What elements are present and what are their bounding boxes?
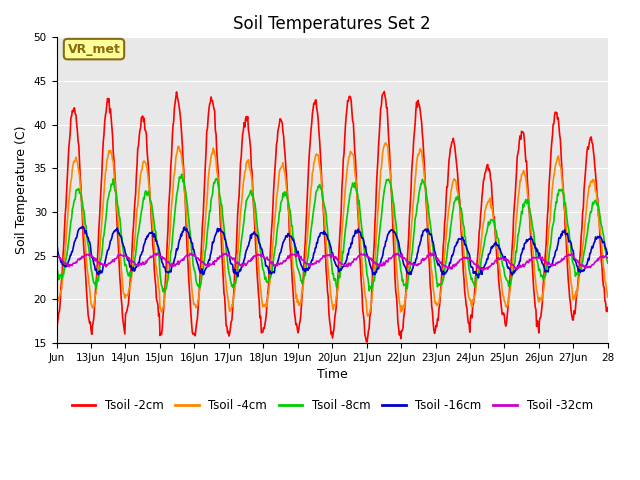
Title: Soil Temperatures Set 2: Soil Temperatures Set 2 (234, 15, 431, 33)
Text: VR_met: VR_met (68, 43, 120, 56)
Y-axis label: Soil Temperature (C): Soil Temperature (C) (15, 126, 28, 254)
X-axis label: Time: Time (317, 368, 348, 381)
Legend: Tsoil -2cm, Tsoil -4cm, Tsoil -8cm, Tsoil -16cm, Tsoil -32cm: Tsoil -2cm, Tsoil -4cm, Tsoil -8cm, Tsoi… (67, 395, 597, 417)
